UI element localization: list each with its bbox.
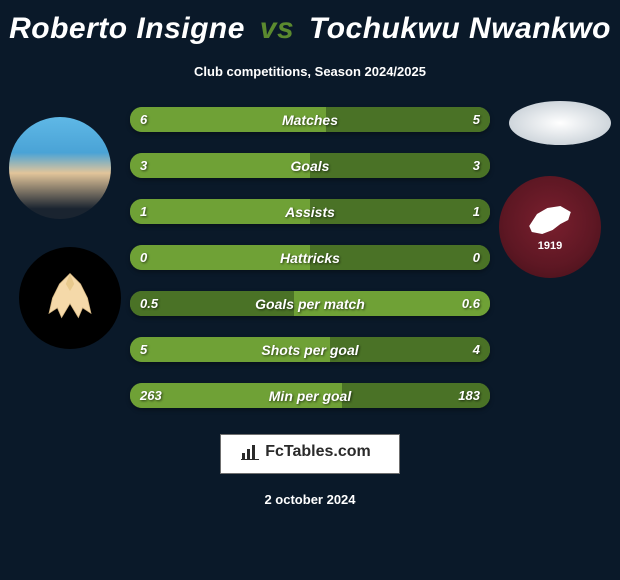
stat-value-left: 263 (140, 388, 162, 403)
stat-label: Goals per match (255, 296, 365, 312)
season-subtitle: Club competitions, Season 2024/2025 (0, 64, 620, 79)
player2-photo (509, 101, 611, 145)
stat-value-left: 5 (140, 342, 147, 357)
comparison-title: Roberto Insigne vs Tochukwu Nwankwo (0, 0, 620, 46)
stat-fill-left (130, 199, 310, 224)
stat-value-right: 0 (473, 250, 480, 265)
stat-fill-left (130, 153, 310, 178)
stat-fill-right (310, 199, 490, 224)
stat-value-right: 1 (473, 204, 480, 219)
date-text: 2 october 2024 (0, 492, 620, 507)
stat-value-right: 0.6 (462, 296, 480, 311)
stat-value-right: 3 (473, 158, 480, 173)
stat-fill-right (310, 153, 490, 178)
stat-value-right: 5 (473, 112, 480, 127)
stat-value-left: 6 (140, 112, 147, 127)
stat-value-left: 0.5 (140, 296, 158, 311)
stat-bar: 0.5 0.6 Goals per match (130, 291, 490, 316)
player2-name: Tochukwu Nwankwo (309, 12, 611, 45)
stat-value-left: 1 (140, 204, 147, 219)
player1-name: Roberto Insigne (9, 12, 245, 45)
stat-bar: 3 3 Goals (130, 153, 490, 178)
stat-value-left: 3 (140, 158, 147, 173)
player1-photo (9, 117, 111, 219)
stat-bar: 6 5 Matches (130, 107, 490, 132)
stat-label: Assists (285, 204, 335, 220)
stat-bar: 1 1 Assists (130, 199, 490, 224)
chart-icon (241, 444, 259, 460)
club-founding-year: 1919 (538, 240, 562, 252)
stat-bars: 65Matches33Goals11Assists00Hattricks0.50… (130, 107, 490, 408)
horse-icon (524, 202, 576, 242)
stat-label: Goals (291, 158, 330, 174)
brand-badge: FcTables.com (220, 434, 400, 474)
stat-bar: 5 4 Shots per goal (130, 337, 490, 362)
stat-fill-right (326, 107, 490, 132)
stat-value-right: 4 (473, 342, 480, 357)
player2-club-logo: 1919 (499, 176, 601, 278)
stat-label: Hattricks (280, 250, 340, 266)
player1-club-logo (19, 247, 121, 349)
brand-text: FcTables.com (265, 443, 371, 461)
stat-label: Shots per goal (261, 342, 358, 358)
stat-label: Matches (282, 112, 338, 128)
stat-value-left: 0 (140, 250, 147, 265)
comparison-content: 1919 6 5 Matches 3 3 Goals 1 1 Assists 0 0 Hattrick… (0, 107, 620, 408)
stat-bar: 0 0 Hattricks (130, 245, 490, 270)
stat-value-right: 183 (458, 388, 480, 403)
stat-bar: 263 183 Min per goal (130, 383, 490, 408)
eagle-icon (35, 263, 105, 333)
footer: FcTables.com 2 october 2024 (0, 434, 620, 507)
vs-label: vs (260, 12, 294, 45)
stat-label: Min per goal (269, 388, 351, 404)
